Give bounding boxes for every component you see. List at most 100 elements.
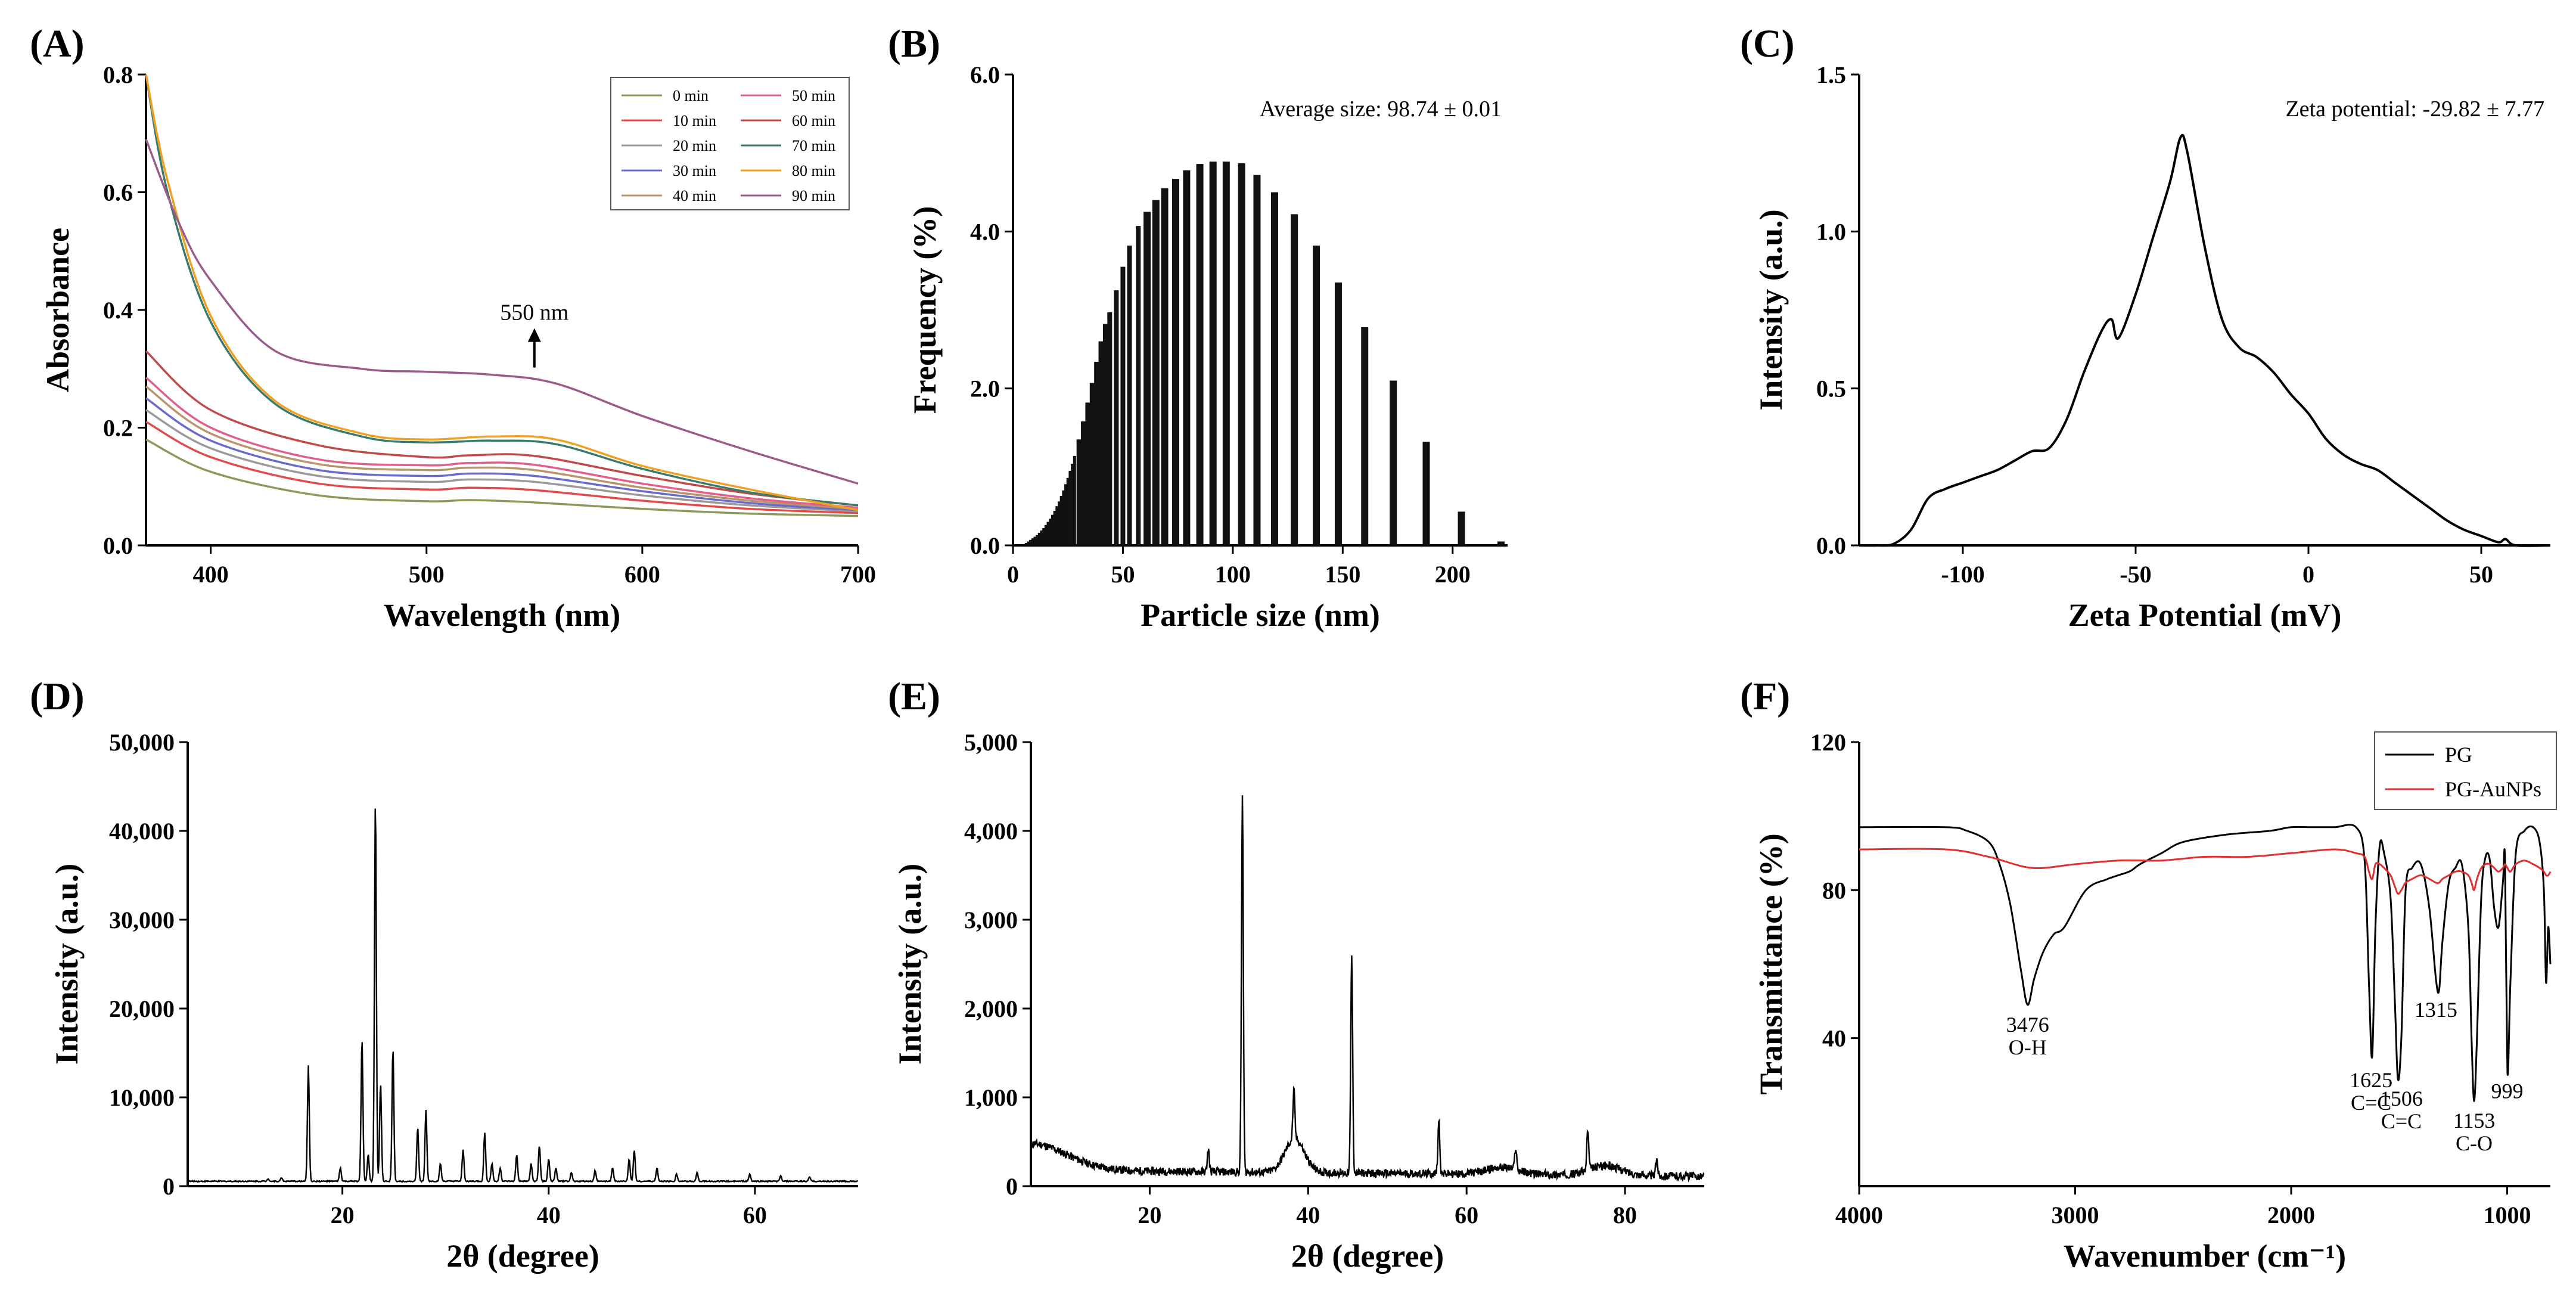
bar — [1044, 525, 1048, 545]
bar — [1422, 442, 1430, 545]
peak-label: 1506 — [2380, 1087, 2423, 1110]
x-tick-label: 80 — [1613, 1202, 1637, 1228]
x-tick-label: 60 — [1455, 1202, 1478, 1228]
legend-label: 0 min — [673, 87, 709, 104]
y-tick-label: 0 — [1006, 1173, 1018, 1200]
x-tick-label: 3000 — [2052, 1202, 2099, 1228]
y-axis-title: Frequency (%) — [907, 206, 943, 414]
y-tick-label: 120 — [1810, 729, 1846, 756]
bar — [1361, 327, 1369, 545]
peak-label: 999 — [2491, 1079, 2524, 1103]
zeta-curve — [1859, 134, 2551, 547]
peak-label: 1315 — [2415, 998, 2457, 1022]
x-axis-title: 2θ (degree) — [1291, 1238, 1444, 1274]
x-axis-title: Wavelength (nm) — [384, 597, 621, 633]
bar — [1073, 455, 1076, 545]
series-line-1 — [145, 421, 859, 514]
bar — [1313, 246, 1320, 545]
bar — [1183, 170, 1191, 546]
y-tick-label: 0.5 — [1816, 376, 1846, 402]
panel-letter: (B) — [888, 22, 940, 66]
bar — [1209, 162, 1217, 545]
series-line-0 — [145, 438, 859, 517]
x-tick-label: 400 — [193, 561, 229, 588]
y-axis-title: Intensity (a.u.) — [892, 864, 928, 1065]
x-tick-label: 150 — [1325, 561, 1360, 588]
legend-label: 20 min — [673, 137, 716, 154]
bar — [1037, 532, 1041, 545]
legend-label: 90 min — [792, 187, 835, 204]
legend-box — [2374, 731, 2557, 810]
legend-label: PG — [2445, 743, 2472, 767]
x-tick-label: 500 — [409, 561, 445, 588]
bar — [1036, 535, 1039, 545]
panel-1: (B) 0 50 100 150 200 0.0 2.0 4.0 6.0 Particle size… — [888, 22, 1508, 633]
y-tick-label: 0 — [163, 1173, 175, 1200]
bar — [1059, 496, 1063, 545]
y-tick-label: 5,000 — [964, 729, 1018, 756]
x-tick-label: 40 — [537, 1202, 561, 1228]
bar — [1089, 383, 1095, 545]
bar — [1253, 175, 1261, 545]
bar — [1107, 312, 1113, 545]
series-line-3 — [145, 397, 859, 511]
bar — [1136, 226, 1141, 545]
bar — [1098, 341, 1104, 545]
bar — [1046, 522, 1050, 545]
x-axis-title: 2θ (degree) — [446, 1238, 599, 1274]
bar — [1024, 543, 1028, 545]
x-tick-label: 700 — [840, 561, 876, 588]
y-tick-label: 0.2 — [103, 415, 133, 442]
bar — [1390, 380, 1397, 545]
bar — [1291, 214, 1298, 545]
bar — [1066, 477, 1070, 545]
legend-label: 70 min — [792, 137, 835, 154]
bar — [1068, 470, 1072, 545]
y-tick-label: 4.0 — [970, 218, 1000, 245]
peak-group-label: C=C — [2351, 1091, 2391, 1115]
legend-label: PG-AuNPs — [2445, 777, 2541, 801]
bar — [1051, 514, 1054, 545]
bar — [1094, 361, 1099, 545]
bar — [1172, 179, 1179, 545]
y-tick-label: 1.0 — [1816, 218, 1846, 245]
x-axis-title: Zeta Potential (mV) — [2068, 597, 2342, 633]
bar — [1143, 212, 1151, 546]
bar — [1085, 402, 1090, 545]
y-tick-label: 80 — [1822, 877, 1846, 904]
x-tick-label: 20 — [331, 1202, 355, 1228]
arrow-head — [527, 328, 541, 342]
y-tick-label: 2,000 — [964, 995, 1018, 1022]
bar — [1031, 538, 1034, 545]
ftir-line-1 — [1859, 848, 2552, 895]
panel-2: (C) -100 -50 0 50 0.0 0.5 1.0 1.5 Zeta Potential … — [1740, 22, 2551, 633]
y-tick-label: 20,000 — [109, 995, 175, 1022]
y-tick-label: 0.0 — [970, 532, 1000, 559]
peak-label: 3476 — [2006, 1013, 2049, 1037]
bar — [1081, 421, 1086, 545]
bar — [1114, 290, 1119, 545]
legend-label: 50 min — [792, 87, 835, 104]
bar — [1161, 188, 1169, 546]
legend-label: 30 min — [673, 162, 716, 179]
y-tick-label: 40,000 — [109, 818, 175, 845]
y-tick-label: 0.0 — [1816, 532, 1846, 559]
legend-label: 80 min — [792, 162, 835, 179]
y-tick-label: 1,000 — [964, 1084, 1018, 1111]
bar — [1497, 541, 1505, 545]
bar — [1076, 439, 1082, 545]
x-tick-label: 0 — [2302, 561, 2314, 588]
y-axis-title: Transmittance (%) — [1753, 833, 1789, 1094]
x-axis-title: Wavenumber (cm⁻¹) — [2064, 1238, 2346, 1274]
y-tick-label: 0.4 — [103, 297, 133, 324]
x-tick-label: 1000 — [2484, 1202, 2531, 1228]
average-size-note: Average size: 98.74 ± 0.01 — [1260, 97, 1502, 122]
panel-letter: (E) — [888, 675, 940, 718]
bar — [1071, 464, 1074, 545]
peak-group-label: C-O — [2456, 1131, 2493, 1155]
y-axis-title: Absorbance — [40, 228, 76, 392]
peak-label: 1625 — [2350, 1068, 2392, 1092]
panel-letter: (D) — [30, 675, 85, 718]
bar — [1033, 536, 1037, 545]
